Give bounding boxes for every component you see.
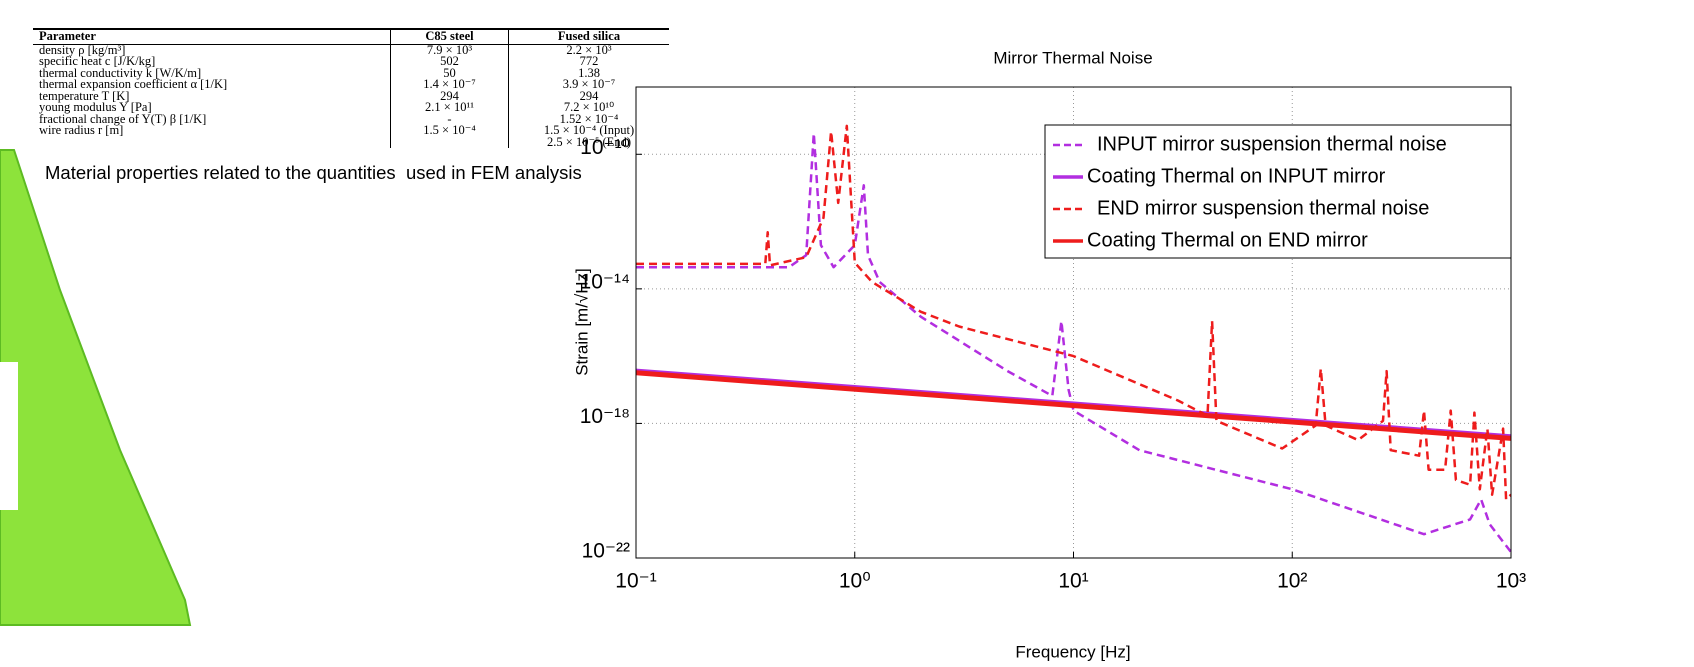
table-row: wire radius r [m] 1.5 × 10⁻⁴ 1.5 × 10⁻⁴ (I… (33, 123, 670, 149)
table-row: temperature T [K] 294 294 (33, 88, 669, 103)
table-cell: wire radius r [m] (39, 123, 124, 137)
x-tick-label: 10³ (1496, 570, 1526, 593)
x-tick-label: 10⁰ (839, 570, 871, 593)
table-cell: 1.5 × 10⁻⁴ (Input) 2.5 × 10⁻⁵ (End) (509, 123, 670, 149)
table-cell: 7.2 × 10¹⁰ (563, 100, 615, 114)
table-cell: 2.1 × 10¹¹ (390, 101, 509, 114)
table-cell: temperature T [K] (39, 88, 130, 103)
table-cell: 1.52 × 10⁻⁴ (559, 111, 619, 126)
table-cell: density ρ [kg/m³] (39, 42, 126, 57)
table-cell: 294 (579, 88, 599, 103)
table-cell: thermal expansion coefficient α [1/K] (39, 77, 228, 91)
plot-frame (635, 86, 1512, 559)
table-cell: - (390, 113, 509, 125)
y-tick-label: 10⁻¹⁰ (580, 136, 630, 159)
table-cell: 294 (390, 90, 509, 102)
caption: Material properties related to the quant… (45, 162, 582, 183)
table-cell: 1.38 (578, 65, 600, 80)
cell-line: 2.5 × 10⁻⁵ (End) (547, 134, 631, 149)
legend-label: END mirror suspension thermal noise (1097, 197, 1429, 219)
table-row: thermal conductivity k [W/K/m] 50 1.38 (33, 65, 669, 80)
y-tick-label: 10⁻²² (582, 540, 630, 563)
table-cell: 7.9 × 10³ (390, 43, 509, 56)
y-tick-label: 10⁻¹⁴ (580, 270, 630, 293)
table-cell: thermal conductivity k [W/K/m] (39, 65, 202, 80)
table-row: density ρ [kg/m³] 7.9 × 10³ 2.2 × 10³ (33, 42, 669, 57)
table-cell: young modulus Y [Pa] (39, 100, 152, 114)
table-cell: 2.2 × 10³ (566, 42, 612, 57)
y-axis-label: Strain [m/√Hz] (572, 268, 591, 376)
green-shape (0, 149, 192, 626)
cell-line: 1.5 × 10⁻⁴ (Input) (543, 123, 635, 137)
column-header: Fused silica (508, 28, 669, 45)
table-cell: specific heat c [J/K/kg] (39, 54, 156, 68)
column-header: C85 steel (390, 28, 509, 45)
table-cell: 502 (390, 55, 509, 68)
table-cell: 50 (390, 67, 509, 79)
table-cell: 772 (579, 54, 599, 68)
series-line (636, 132, 1511, 553)
table-row: specific heat c [J/K/kg] 502 772 (33, 54, 669, 68)
legend-box (1044, 124, 1512, 259)
column-header: Parameter (33, 28, 391, 45)
table-row: young modulus Y [Pa] 2.1 × 10¹¹ 7.2 × 10¹⁰ (33, 100, 669, 114)
x-tick-label: 10² (1277, 570, 1307, 593)
series-line (636, 370, 1511, 441)
table-cell: fractional change of Y(T) β [1/K] (39, 111, 207, 126)
table-cell: 1.5 × 10⁻⁴ (390, 124, 509, 148)
table-cell: 1.4 × 10⁻⁷ (390, 78, 509, 91)
x-tick-label: 10⁻¹ (615, 570, 656, 593)
chart-title: Mirror Thermal Noise (993, 48, 1152, 67)
legend-label: Coating Thermal on INPUT mirror (1087, 165, 1386, 187)
table-row: thermal expansion coefficient α [1/K] 1.4… (33, 77, 669, 91)
y-tick-label: 10⁻¹⁸ (580, 405, 630, 428)
white-block (0, 362, 18, 510)
legend-label: Coating Thermal on END mirror (1087, 229, 1368, 251)
material-table: Parameter C85 steel Fused silica density ρ … (33, 28, 669, 148)
table-row: fractional change of Y(T) β [1/K] - 1.52 ×… (33, 111, 669, 126)
table-cell: 3.9 × 10⁻⁷ (562, 77, 616, 91)
series-line (636, 124, 1511, 501)
x-tick-label: 10¹ (1058, 570, 1088, 593)
x-axis-label: Frequency [Hz] (1015, 642, 1130, 661)
legend-label: INPUT mirror suspension thermal noise (1097, 133, 1447, 155)
